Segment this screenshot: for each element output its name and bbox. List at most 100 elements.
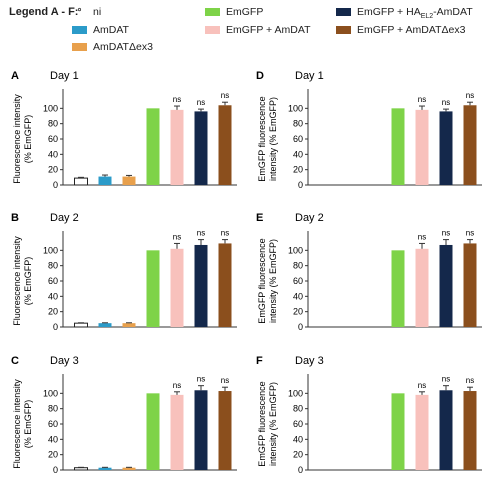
y-tick-label: 100: [43, 388, 58, 398]
y-axis-label-line: intensity (% EmGFP): [268, 382, 278, 466]
legend: Legend A - F: ° ni AmDAT AmDATΔex3 EmGFP …: [0, 0, 490, 62]
bar: [194, 390, 208, 470]
y-tick-label: 40: [293, 149, 303, 159]
y-axis-label-line: EmGFP fluorescence: [257, 238, 267, 323]
legend-swatch-emgfp-ha: [336, 8, 351, 17]
chart-title: Day 2: [295, 212, 324, 224]
y-axis-label-line: Fluorescence intensity: [12, 94, 22, 184]
significance-label: ns: [221, 91, 229, 100]
y-tick-label: 20: [48, 165, 58, 175]
y-tick-label: 100: [43, 103, 58, 113]
chart-panel-e: E Day 2 EmGFP fluorescence intensity (% EmG…: [256, 212, 482, 332]
bar: [218, 105, 232, 185]
legend-label-emgfp-ha-pre: EmGFP + HA: [357, 6, 421, 18]
y-tick-label: 0: [53, 465, 58, 475]
panel-letter: D: [256, 70, 264, 82]
chart-title: Day 3: [50, 355, 79, 367]
y-axis-label-line: EmGFP fluorescence: [257, 381, 267, 466]
panel-letter: B: [11, 212, 19, 224]
bar: [74, 467, 88, 471]
bar: [415, 248, 429, 327]
legend-label-amdatdex3: AmDATΔex3: [93, 41, 153, 53]
legend-label-emgfp-amdat: EmGFP + AmDAT: [226, 24, 311, 36]
bar: [146, 393, 160, 470]
significance-label: ns: [197, 98, 205, 107]
y-tick-label: 40: [293, 291, 303, 301]
significance-label: ns: [173, 381, 181, 390]
chart-title: Day 2: [50, 212, 79, 224]
legend-title: Legend A - F:: [9, 6, 79, 18]
y-tick-label: 80: [48, 404, 58, 414]
y-tick-label: 100: [288, 103, 303, 113]
y-tick-label: 40: [48, 149, 58, 159]
y-tick-label: 0: [298, 465, 303, 475]
legend-swatch-emgfp-amdatdex3: [336, 26, 351, 35]
chart-title: Day 1: [50, 70, 79, 82]
legend-symbol-ni: °: [77, 7, 82, 18]
bar: [439, 111, 453, 185]
y-tick-label: 20: [48, 450, 58, 460]
bar: [439, 390, 453, 470]
y-tick-label: 60: [293, 276, 303, 286]
y-tick-label: 60: [48, 276, 58, 286]
legend-swatch-emgfp: [205, 8, 220, 17]
y-tick-label: 0: [53, 322, 58, 332]
significance-label: ns: [221, 376, 229, 385]
legend-item-emgfp-ha: EmGFP + HAEL2-AmDAT: [336, 6, 473, 20]
y-axis-label-line: intensity (% EmGFP): [268, 239, 278, 323]
chart-title: Day 3: [295, 355, 324, 367]
bar: [170, 109, 184, 185]
bar: [439, 244, 453, 327]
y-axis-label-line: (% EmGFP): [23, 257, 33, 306]
legend-swatch-emgfp-amdat: [205, 26, 220, 35]
significance-label: ns: [466, 91, 474, 100]
legend-item-emgfp-amdatdex3: EmGFP + AmDATΔex3: [336, 24, 465, 36]
y-tick-label: 100: [288, 245, 303, 255]
y-tick-label: 100: [288, 388, 303, 398]
panel-letter: E: [256, 212, 263, 224]
bar: [218, 243, 232, 327]
bar: [391, 108, 405, 185]
y-tick-label: 80: [48, 119, 58, 129]
significance-label: ns: [418, 232, 426, 241]
bar: [463, 243, 477, 327]
y-tick-label: 0: [53, 180, 58, 190]
bar: [463, 105, 477, 185]
panel-letter: A: [11, 70, 19, 82]
y-tick-label: 60: [293, 419, 303, 429]
legend-label-amdat: AmDAT: [93, 24, 129, 36]
y-tick-label: 60: [48, 419, 58, 429]
y-axis-label-line: intensity (% EmGFP): [268, 97, 278, 181]
y-tick-label: 40: [293, 434, 303, 444]
significance-label: ns: [466, 376, 474, 385]
legend-swatch-amdat: [72, 26, 87, 35]
y-tick-label: 0: [298, 322, 303, 332]
legend-item-emgfp-amdat: EmGFP + AmDAT: [205, 24, 311, 36]
chart-panel-b: B Day 2 Fluorescence intensity (% EmGFP) 0 20…: [11, 212, 237, 332]
chart-panel-d: D Day 1 EmGFP fluorescence intensity (% EmG…: [256, 70, 482, 190]
significance-label: ns: [442, 229, 450, 238]
y-tick-label: 40: [48, 291, 58, 301]
bar: [74, 322, 88, 328]
significance-label: ns: [418, 381, 426, 390]
bar: [415, 394, 429, 470]
bar: [194, 111, 208, 185]
legend-item-emgfp: EmGFP: [205, 6, 263, 18]
legend-item-amdat: AmDAT: [72, 24, 129, 36]
chart-panel-f: F Day 3 EmGFP fluorescence intensity (% EmG…: [256, 355, 482, 475]
significance-label: ns: [442, 98, 450, 107]
bar: [194, 244, 208, 327]
y-tick-label: 80: [48, 261, 58, 271]
bar: [170, 248, 184, 327]
bar: [170, 394, 184, 470]
legend-label-ni: ni: [93, 6, 102, 18]
bar: [98, 176, 112, 185]
significance-label: ns: [197, 375, 205, 384]
y-axis-label-line: Fluorescence intensity: [12, 236, 22, 326]
y-axis-label-line: (% EmGFP): [23, 400, 33, 449]
y-tick-label: 80: [293, 404, 303, 414]
y-tick-label: 60: [48, 134, 58, 144]
y-axis-label-line: Fluorescence intensity: [12, 379, 22, 469]
bar: [463, 391, 477, 470]
legend-item-amdatdex3: AmDATΔex3: [72, 41, 153, 53]
